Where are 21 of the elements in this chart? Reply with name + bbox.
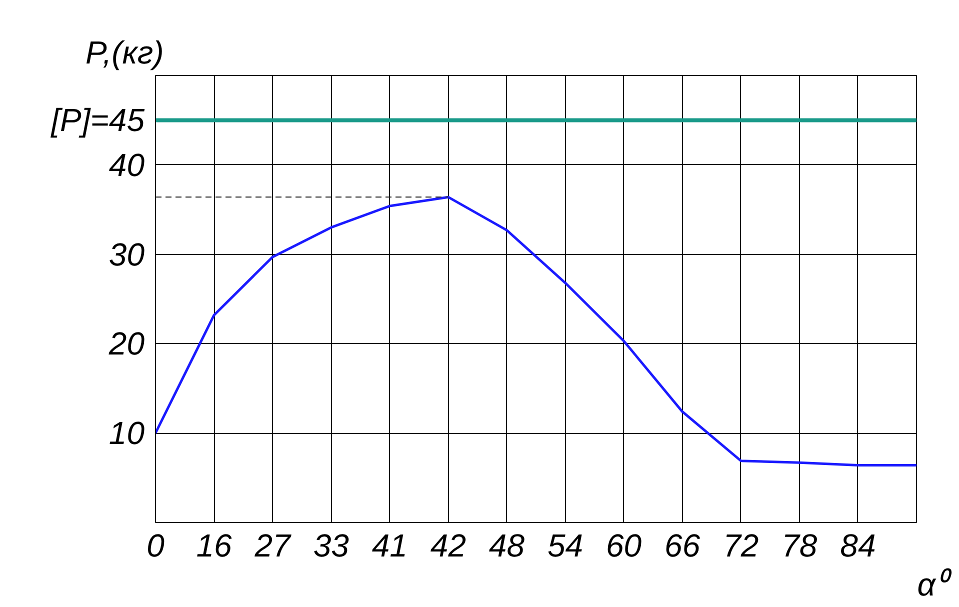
x-tick-label: 48 [488,528,525,564]
x-tick-label: 78 [782,528,818,564]
x-tick-label: 60 [606,528,642,564]
x-axis-title: α⁰ [917,566,952,602]
x-tick-label: 27 [254,528,292,564]
x-tick-label: 66 [664,528,700,564]
y-tick-label: 10 [108,415,145,452]
x-tick-label: 16 [196,528,232,564]
x-tick-label: 54 [547,528,584,564]
y-axis-title: P,(кг) [86,34,164,70]
y-tick-label: 20 [108,326,145,362]
x-tick-label: 42 [430,528,466,564]
ref-line-label: [P]=45 [50,102,145,138]
y-tick-label: 30 [108,236,145,272]
x-tick-label: 0 [146,528,165,564]
x-tick-label: 84 [840,528,876,564]
x-tick-label: 41 [372,528,408,564]
x-tick-label: 72 [723,528,759,564]
line-series [156,196,916,467]
x-tick-label: 33 [313,528,350,564]
y-tick-label: 40 [108,146,145,183]
